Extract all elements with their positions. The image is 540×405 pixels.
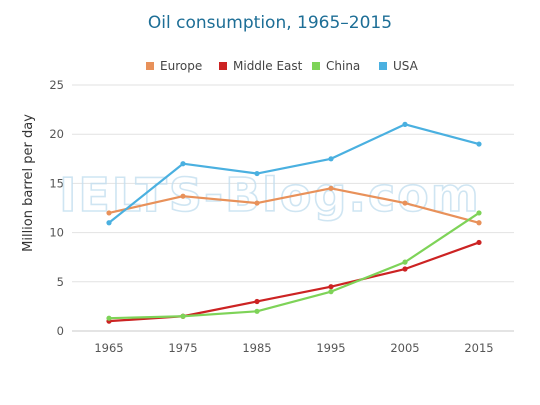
y-axis-ticks: 0 5 10 15 20 25: [49, 78, 64, 338]
series-lines: [106, 121, 482, 324]
x-tick-label: 1985: [242, 341, 271, 355]
series-line: [108, 123, 480, 224]
legend-swatch: [219, 62, 227, 70]
data-point: [106, 315, 112, 321]
gridlines: [72, 84, 514, 332]
data-point: [106, 220, 112, 226]
data-point: [254, 200, 260, 206]
x-tick-label: 1995: [316, 341, 345, 355]
data-point: [476, 141, 482, 147]
data-point: [254, 298, 260, 305]
data-point: [402, 121, 408, 127]
data-point: [402, 200, 408, 206]
data-point: [180, 193, 186, 199]
data-point: [476, 239, 482, 246]
series-europe: [106, 185, 482, 226]
legend-label: China: [326, 59, 360, 73]
x-tick-label: 2015: [464, 341, 493, 355]
legend: Europe Middle East China USA: [146, 59, 419, 73]
x-axis-ticks: 1965 1975 1985 1995 2005 2015: [94, 341, 493, 355]
data-point: [328, 156, 334, 162]
series-line: [108, 187, 480, 224]
legend-label: USA: [393, 59, 419, 73]
legend-swatch: [379, 62, 387, 70]
data-point: [254, 170, 260, 177]
data-point: [402, 259, 408, 265]
y-tick-label: 20: [49, 127, 64, 141]
y-tick-label: 5: [57, 275, 64, 289]
watermark: IELTS-Blog.com: [59, 168, 480, 222]
y-tick-label: 25: [49, 78, 64, 92]
legend-swatch: [312, 62, 320, 70]
data-point: [180, 161, 186, 167]
y-axis-label: Million barrel per day: [21, 114, 36, 252]
series-usa: [106, 121, 482, 226]
legend-label: Middle East: [233, 59, 303, 73]
data-point: [476, 210, 482, 216]
series-china: [106, 210, 482, 321]
data-point: [402, 266, 408, 272]
series-line: [108, 212, 480, 320]
chart-title: Oil consumption, 1965–2015: [148, 13, 392, 33]
data-point: [476, 220, 482, 226]
data-point: [106, 210, 112, 216]
data-point: [328, 185, 334, 191]
y-tick-label: 15: [49, 176, 64, 190]
y-tick-label: 10: [49, 226, 64, 240]
data-point: [328, 289, 334, 295]
x-tick-label: 1975: [168, 341, 197, 355]
data-point: [254, 308, 260, 314]
data-point: [180, 313, 186, 319]
legend-swatch: [146, 62, 154, 70]
x-tick-label: 1965: [94, 341, 123, 355]
data-point: [328, 284, 334, 290]
legend-label: Europe: [160, 59, 202, 73]
y-tick-label: 0: [57, 324, 64, 338]
x-tick-label: 2005: [390, 341, 419, 355]
